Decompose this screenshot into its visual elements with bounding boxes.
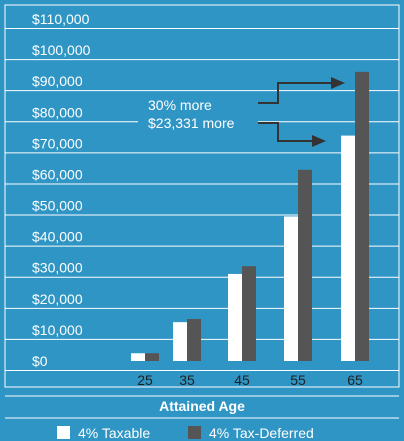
y-tick-label: $110,000: [32, 11, 90, 27]
legend: 4% Taxable 4% Tax-Deferred: [57, 425, 314, 441]
y-tick-label: $10,000: [32, 322, 83, 338]
x-axis-ticks: 25 35 45 55 65: [137, 372, 363, 388]
legend-label-tax-deferred: 4% Tax-Deferred: [209, 425, 314, 441]
legend-swatch-taxable: [57, 426, 70, 439]
annotation-line-1: 30% more: [148, 97, 212, 113]
bar-taxable-55: [284, 216, 298, 361]
arrow-upper-head: [331, 77, 345, 89]
x-tick-label: 55: [290, 372, 306, 388]
bar-taxable-25: [131, 353, 145, 361]
arrow-lower-head: [312, 135, 326, 147]
legend-swatch-tax-deferred: [188, 426, 201, 439]
plot-border: [4, 4, 400, 388]
arrow-lower-line: [258, 122, 314, 142]
y-tick-label: $100,000: [32, 42, 91, 58]
bar-taxable-45: [228, 273, 242, 361]
y-tick-label: $30,000: [32, 260, 83, 276]
y-tick-label: $90,000: [32, 73, 83, 89]
bar-tax-deferred-45: [242, 266, 256, 361]
y-tick-label: $70,000: [32, 135, 83, 151]
x-tick-label: 65: [347, 372, 363, 388]
bar-tax-deferred-25: [145, 353, 159, 361]
bar-taxable-35: [173, 322, 187, 361]
annotation-background: [138, 94, 258, 136]
bar-tax-deferred-55: [298, 169, 312, 361]
y-axis-ticks: $0 $10,000 $20,000 $30,000 $40,000 $50,000 $60…: [32, 11, 91, 369]
annotation-line-2: $23,331 more: [148, 115, 235, 131]
arrow-upper-line: [258, 82, 333, 104]
y-tick-label: $0: [32, 353, 48, 369]
y-tick-label: $20,000: [32, 291, 83, 307]
y-tick-label: $80,000: [32, 104, 83, 120]
x-tick-label: 25: [137, 372, 153, 388]
y-tick-label: $50,000: [32, 198, 83, 214]
bar-tax-deferred-65: [355, 71, 369, 361]
annotation: 30% more $23,331 more: [138, 77, 345, 147]
x-tick-label: 35: [179, 372, 195, 388]
bar-tax-deferred-35: [187, 319, 201, 361]
x-axis-label: Attained Age: [159, 398, 245, 414]
legend-label-taxable: 4% Taxable: [78, 425, 150, 441]
y-tick-label: $60,000: [32, 166, 83, 182]
x-tick-label: 45: [234, 372, 250, 388]
bar-taxable-65: [341, 135, 355, 361]
bars: [131, 71, 369, 361]
y-tick-label: $40,000: [32, 229, 83, 245]
